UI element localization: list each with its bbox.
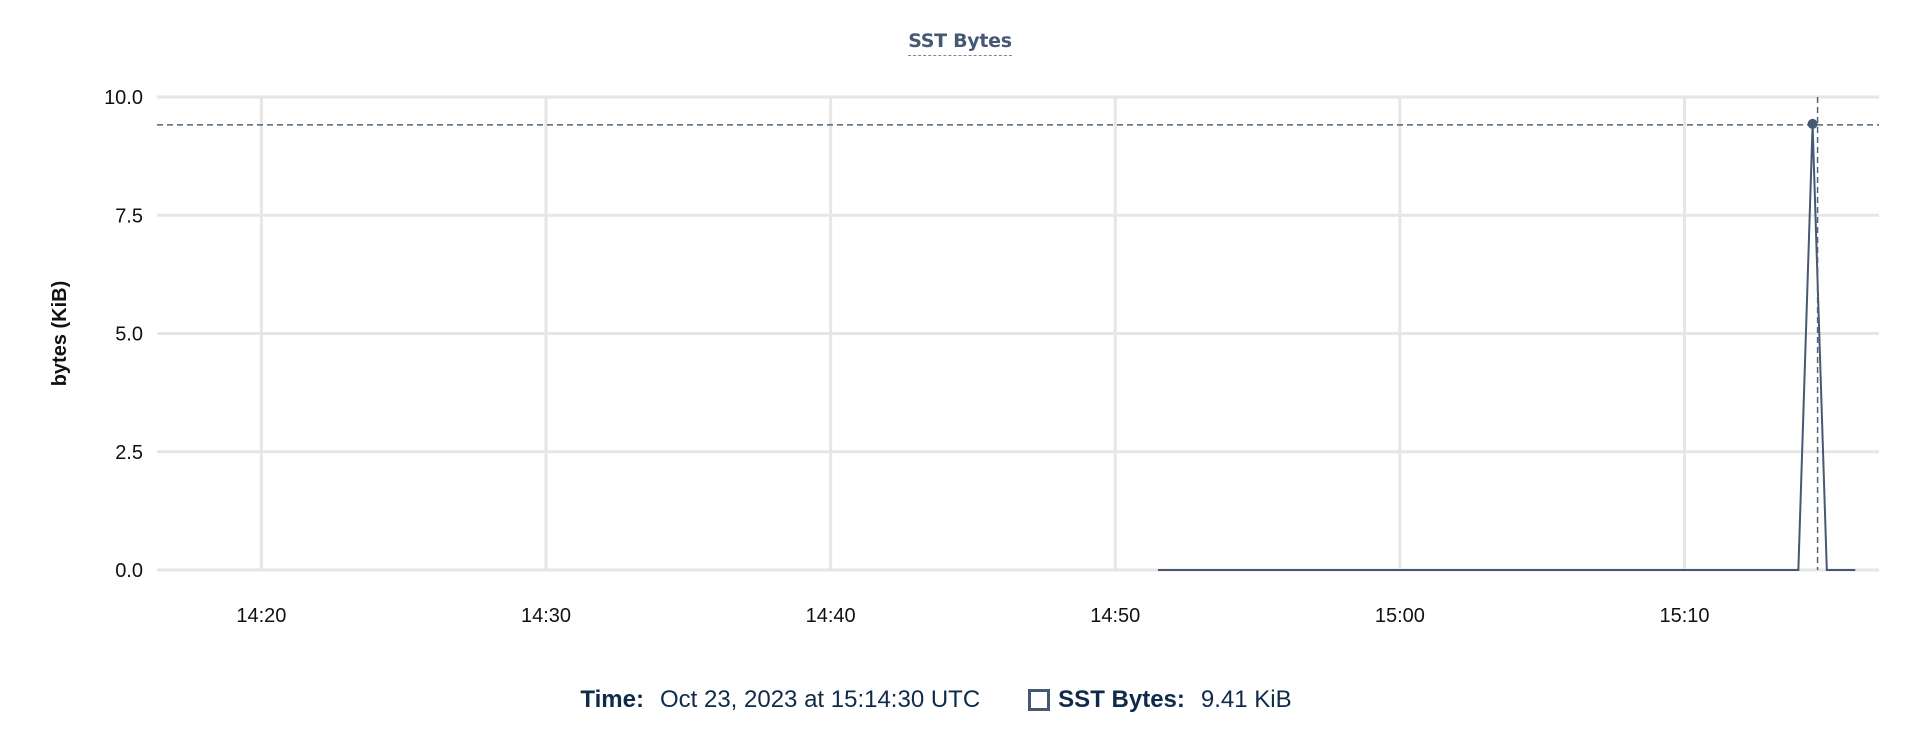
x-tick-label: 14:20 xyxy=(236,605,286,627)
x-tick-label: 15:10 xyxy=(1659,605,1709,627)
legend-series-swatch[interactable] xyxy=(1028,689,1051,711)
x-tick-label: 14:50 xyxy=(1090,605,1140,627)
legend-time-label: Time: xyxy=(580,686,644,713)
y-tick-label: 0.0 xyxy=(115,560,143,582)
legend-series-label[interactable]: SST Bytes: xyxy=(1058,686,1185,713)
series-line xyxy=(1157,124,1856,571)
legend-time-value: Oct 23, 2023 at 15:14:30 UTC xyxy=(659,686,981,713)
y-tick-label: 7.5 xyxy=(115,205,143,227)
chart-plot: 0.0 2.5 5.0 7.5 10.0 14:20 14:30 14:40 14:50 15:0… xyxy=(49,87,1879,627)
hover-point xyxy=(1807,118,1818,129)
y-tick-label: 10.0 xyxy=(104,87,143,109)
chart-legend: Time: Oct 23, 2023 at 15:14:30 UTC SST B… xyxy=(0,686,1920,714)
chart-title[interactable]: SST Bytes xyxy=(0,30,1920,56)
x-tick-label: 14:40 xyxy=(806,605,856,627)
y-tick-label: 2.5 xyxy=(115,442,143,464)
chart-title-text[interactable]: SST Bytes xyxy=(908,30,1012,56)
legend-series-value: 9.41 KiB xyxy=(1200,686,1292,713)
x-tick-label: 14:30 xyxy=(521,605,571,627)
y-axis-label: bytes (KiB) xyxy=(49,281,71,387)
x-tick-label: 15:00 xyxy=(1375,605,1425,627)
y-tick-label: 5.0 xyxy=(115,324,143,346)
